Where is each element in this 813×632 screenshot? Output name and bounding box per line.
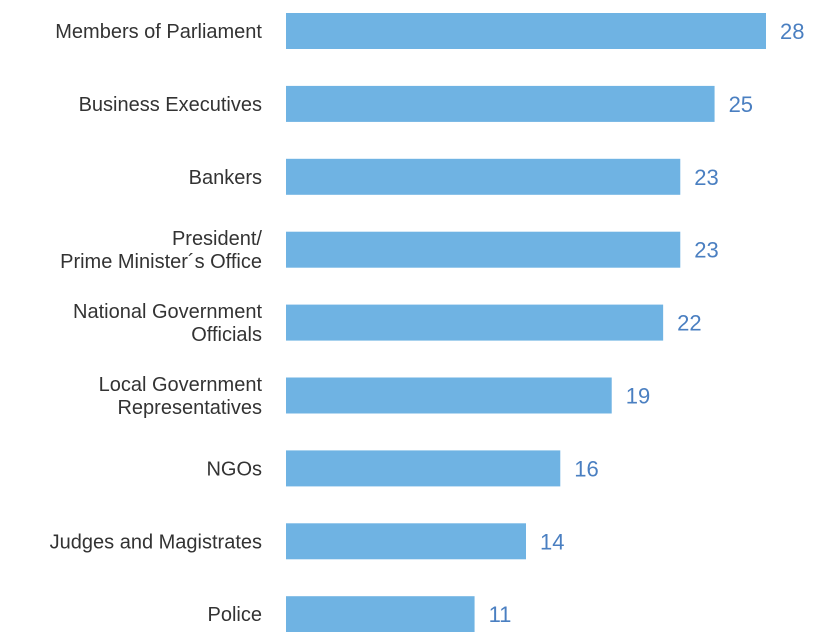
- category-label-line: Representatives: [117, 397, 262, 419]
- bar: [286, 596, 475, 632]
- bar: [286, 13, 766, 49]
- category-label: Police: [208, 604, 262, 626]
- bar: [286, 450, 561, 487]
- category-labels-layer: Members of Parliament Business Executives…: [50, 21, 263, 626]
- category-label-line: Police: [208, 604, 262, 626]
- category-label: Local Government Representatives: [99, 374, 263, 419]
- bar: [286, 523, 526, 560]
- bar: [286, 377, 612, 414]
- value-label: 23: [694, 238, 718, 263]
- value-label: 14: [540, 529, 564, 554]
- category-label: Bankers: [189, 167, 262, 189]
- value-label: 22: [677, 311, 701, 336]
- category-label: President/Prime Minister´s Office: [60, 228, 262, 273]
- category-label-line: National Government: [73, 301, 262, 323]
- value-label: 16: [574, 456, 598, 481]
- category-label: Judges and Magistrates: [50, 531, 262, 553]
- category-label: Members of Parliament: [55, 21, 262, 43]
- bar: [286, 85, 715, 122]
- category-label-line: Business Executives: [79, 94, 262, 116]
- category-label-line: NGOs: [206, 458, 262, 480]
- category-label-line: Officials: [191, 324, 262, 346]
- category-label: Business Executives: [79, 94, 262, 116]
- value-label: 19: [626, 384, 650, 409]
- category-label-line: Bankers: [189, 167, 262, 189]
- bars-layer: [286, 13, 766, 632]
- value-label: 25: [729, 92, 753, 117]
- category-label-line: Prime Minister´s Office: [60, 251, 262, 273]
- category-label: NGOs: [206, 458, 262, 480]
- value-label: 23: [694, 165, 718, 190]
- category-label-line: Judges and Magistrates: [50, 531, 262, 553]
- value-label: 11: [489, 602, 512, 627]
- bar: [286, 158, 681, 195]
- value-label: 28: [780, 19, 804, 44]
- bar: [286, 304, 664, 341]
- category-label: National Government Officials: [73, 301, 262, 346]
- bar: [286, 231, 681, 268]
- category-label-line: Local Government: [99, 374, 263, 396]
- category-label-line: President/: [172, 228, 262, 250]
- category-label-line: Members of Parliament: [55, 21, 262, 43]
- value-labels-layer: 28 25 23 23 22 19 16 14 11: [489, 19, 805, 627]
